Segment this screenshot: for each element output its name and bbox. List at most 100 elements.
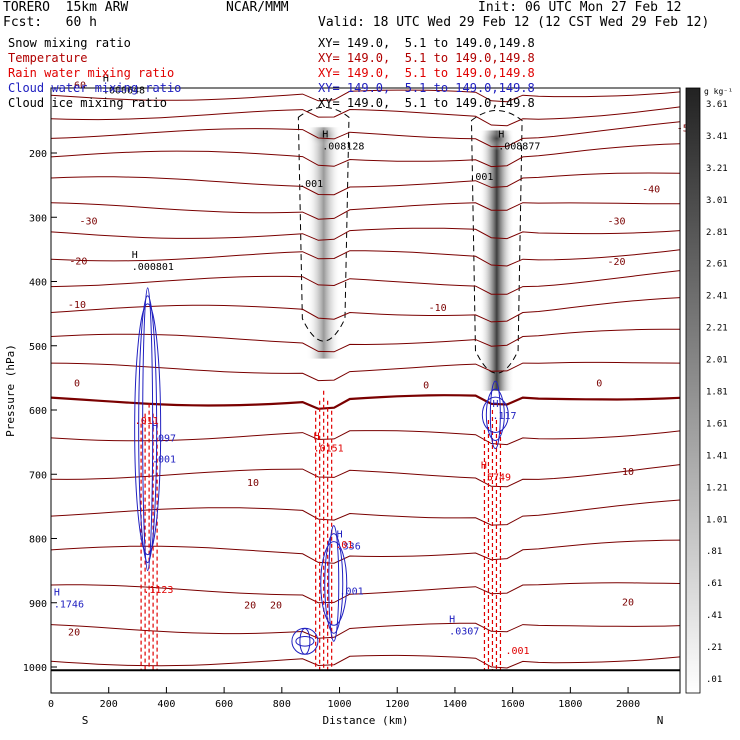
- contour-label: .01: [335, 540, 353, 551]
- y-tick-label: 1000: [23, 663, 47, 674]
- valid-time: Valid: 18 UTC Wed 29 Feb 12 (12 CST Wed …: [318, 15, 710, 30]
- isotherm-line: [51, 361, 680, 382]
- cloud-water-contour: [328, 525, 340, 642]
- isotherm-line: [51, 622, 680, 639]
- model-name: TORERO 15km ARW: [3, 0, 129, 15]
- colorbar-tick-label: 1.01: [706, 515, 728, 525]
- cloud-water-contour: [142, 287, 154, 572]
- legend-xy: XY= 149.0, 5.1 to 149.0,149.8: [318, 81, 535, 95]
- maximum-marker: H: [337, 530, 343, 541]
- contour-label: .001: [340, 586, 364, 597]
- snow-contour: [297, 106, 350, 342]
- maximum-value: .008877: [498, 141, 540, 152]
- isotherm-label: 20: [244, 601, 256, 612]
- legend-label: Temperature: [8, 51, 88, 65]
- isotherm-label: 20: [270, 601, 282, 612]
- maximum-marker: H: [481, 460, 487, 471]
- maximum-marker: H: [498, 129, 504, 140]
- maximum-value: .000648: [103, 85, 145, 96]
- legend-label: Cloud ice mixing ratio: [8, 96, 167, 110]
- cloud-water-contour: [489, 380, 501, 450]
- y-tick-label: 500: [29, 342, 47, 353]
- x-tick-label: 1400: [443, 699, 467, 710]
- y-tick-label: 200: [29, 149, 47, 160]
- colorbar-tick-label: 3.01: [706, 196, 728, 206]
- cloud-water-contour: [134, 303, 162, 556]
- center-name: NCAR/MMM: [226, 0, 289, 15]
- legend-xy: XY= 149.0, 5.1 to 149.0,149.8: [318, 51, 535, 65]
- x-tick-label: 1600: [501, 699, 525, 710]
- isotherm-line: [51, 328, 680, 353]
- x-end-label-right: N: [657, 714, 664, 727]
- contour-label: .011: [135, 416, 159, 427]
- isotherm-label: 10: [247, 478, 259, 489]
- cloud-water-contour: [324, 533, 344, 634]
- isotherm-label: 0: [74, 378, 80, 389]
- cloud-water-contour: [295, 635, 315, 647]
- snow-contour: [470, 110, 523, 374]
- colorbar-tick-label: .81: [706, 547, 722, 557]
- isotherm-line: [51, 143, 680, 168]
- colorbar-tick-label: .41: [706, 611, 722, 621]
- legend-xy: XY= 149.0, 5.1 to 149.0,149.8: [318, 36, 535, 50]
- maximum-value: .097: [152, 434, 176, 445]
- maximum-value: .000801: [132, 262, 174, 273]
- x-tick-label: 400: [157, 699, 175, 710]
- isotherm-line: [51, 106, 680, 127]
- legend-label: Cloud water mixing ratio: [8, 81, 182, 95]
- colorbar-tick-label: 3.61: [706, 100, 728, 110]
- isotherm-label: -60: [68, 80, 86, 91]
- x-tick-label: 1800: [558, 699, 582, 710]
- maximum-value: .1746: [54, 599, 84, 610]
- colorbar-tick-label: 2.81: [706, 228, 728, 238]
- colorbar-tick-label: 2.21: [706, 324, 728, 334]
- x-tick-label: 800: [273, 699, 291, 710]
- isotherm-line: [51, 172, 680, 196]
- snow-column-top: [306, 123, 341, 148]
- colorbar-tick-label: 1.41: [706, 451, 728, 461]
- contour-label: .1123: [143, 585, 173, 596]
- isotherm-label: -40: [642, 184, 660, 195]
- isotherm-label: 10: [622, 467, 634, 478]
- isotherm-line: [51, 539, 680, 564]
- y-tick-label: 400: [29, 278, 47, 289]
- cloud-water-contour: [291, 627, 319, 655]
- contour-label: .001: [505, 646, 529, 657]
- isotherm-label: -20: [607, 257, 625, 268]
- y-tick-label: 800: [29, 535, 47, 546]
- contour-label: .001: [152, 455, 176, 466]
- isotherm-line: [51, 227, 680, 241]
- cloud-water-contour: [320, 541, 348, 626]
- x-end-label-left: S: [82, 714, 89, 727]
- forecast-hour: Fcst: 60 h: [3, 15, 97, 30]
- legend-xy: XY= 149.0, 5.1 to 149.0,149.8: [318, 66, 535, 80]
- y-tick-label: 700: [29, 470, 47, 481]
- x-tick-label: 1000: [327, 699, 351, 710]
- isotherm-line: [51, 464, 680, 488]
- maximum-marker: H: [322, 129, 328, 140]
- maximum-value: .336: [337, 542, 361, 553]
- isotherm-line: [51, 582, 680, 604]
- isotherm-label: -10: [68, 300, 86, 311]
- colorbar-unit: g kg⁻¹: [704, 87, 733, 96]
- colorbar-tick-label: 2.41: [706, 292, 728, 302]
- isotherm-line: [51, 430, 680, 446]
- cloud-water-contour: [138, 295, 158, 564]
- isotherm-label: 20: [68, 628, 80, 639]
- colorbar-tick-label: 1.81: [706, 388, 728, 398]
- maximum-marker: H: [152, 422, 158, 433]
- colorbar-tick-label: .21: [706, 643, 722, 653]
- isotherm-label: -30: [607, 216, 625, 227]
- x-axis-label: Distance (km): [322, 714, 408, 727]
- isotherm-line: [51, 89, 680, 103]
- maximum-marker: H: [132, 250, 138, 261]
- y-tick-label: 300: [29, 213, 47, 224]
- isotherm-line: [51, 202, 680, 220]
- maximum-value: .0307: [449, 626, 479, 637]
- isotherm-label: 0: [596, 378, 602, 389]
- isotherm-label: -30: [79, 216, 97, 227]
- isotherm-line: [51, 121, 680, 148]
- x-tick-label: 600: [215, 699, 233, 710]
- colorbar-tick-label: 3.21: [706, 164, 728, 174]
